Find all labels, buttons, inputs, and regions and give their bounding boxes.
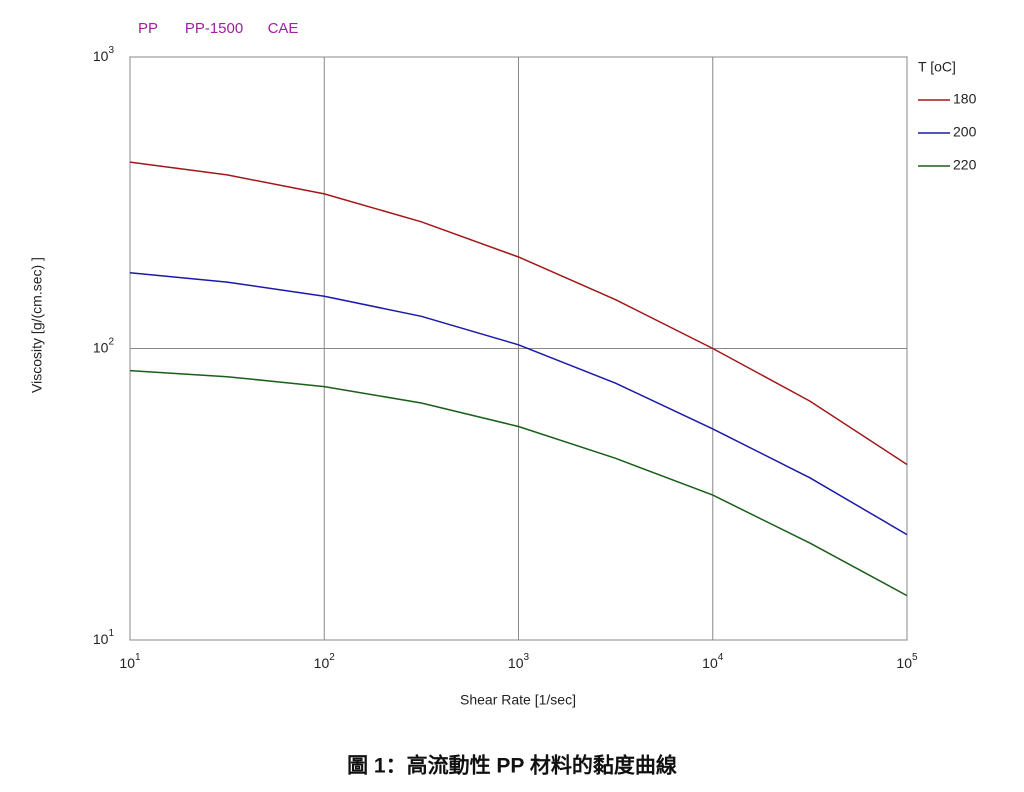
tick-exp: 2 — [329, 652, 335, 663]
tick-label: 102 — [314, 652, 336, 671]
tick-label: 104 — [702, 652, 724, 671]
series-line — [129, 161, 908, 466]
tick-exp: 3 — [524, 652, 530, 663]
tick-label: 102 — [93, 336, 115, 355]
tick-label: 101 — [93, 628, 115, 647]
tick-base: 10 — [896, 655, 912, 671]
series-line — [129, 271, 908, 536]
x-axis-label: Shear Rate [1/sec] — [460, 692, 576, 708]
tick-base: 10 — [93, 48, 109, 64]
legend-title: T [oC] — [918, 59, 956, 75]
tick-base: 10 — [93, 631, 109, 647]
tick-exp: 2 — [108, 336, 114, 347]
tick-base: 10 — [314, 655, 330, 671]
header-text: CAE — [268, 20, 299, 37]
tick-base: 10 — [119, 655, 135, 671]
tick-base: 10 — [508, 655, 524, 671]
tick-exp: 1 — [135, 652, 141, 663]
tick-base: 10 — [702, 655, 718, 671]
header-text: PP — [138, 20, 158, 37]
caption: 圖 1：高流動性 PP 材料的黏度曲線 — [347, 754, 677, 778]
legend-label: 220 — [953, 157, 977, 173]
tick-exp: 1 — [108, 628, 114, 639]
header-text: PP-1500 — [185, 20, 243, 37]
tick-exp: 5 — [912, 652, 918, 663]
series-line — [129, 369, 908, 597]
y-axis-label: Viscosity [g/(cm.sec) ] — [29, 257, 45, 393]
tick-exp: 4 — [718, 652, 724, 663]
tick-base: 10 — [93, 339, 109, 355]
legend-label: 180 — [953, 91, 977, 107]
tick-label: 103 — [508, 652, 530, 671]
tick-label: 103 — [93, 45, 115, 64]
legend-label: 200 — [953, 124, 977, 140]
tick-label: 105 — [896, 652, 918, 671]
tick-label: 101 — [119, 652, 141, 671]
tick-exp: 3 — [108, 45, 114, 56]
